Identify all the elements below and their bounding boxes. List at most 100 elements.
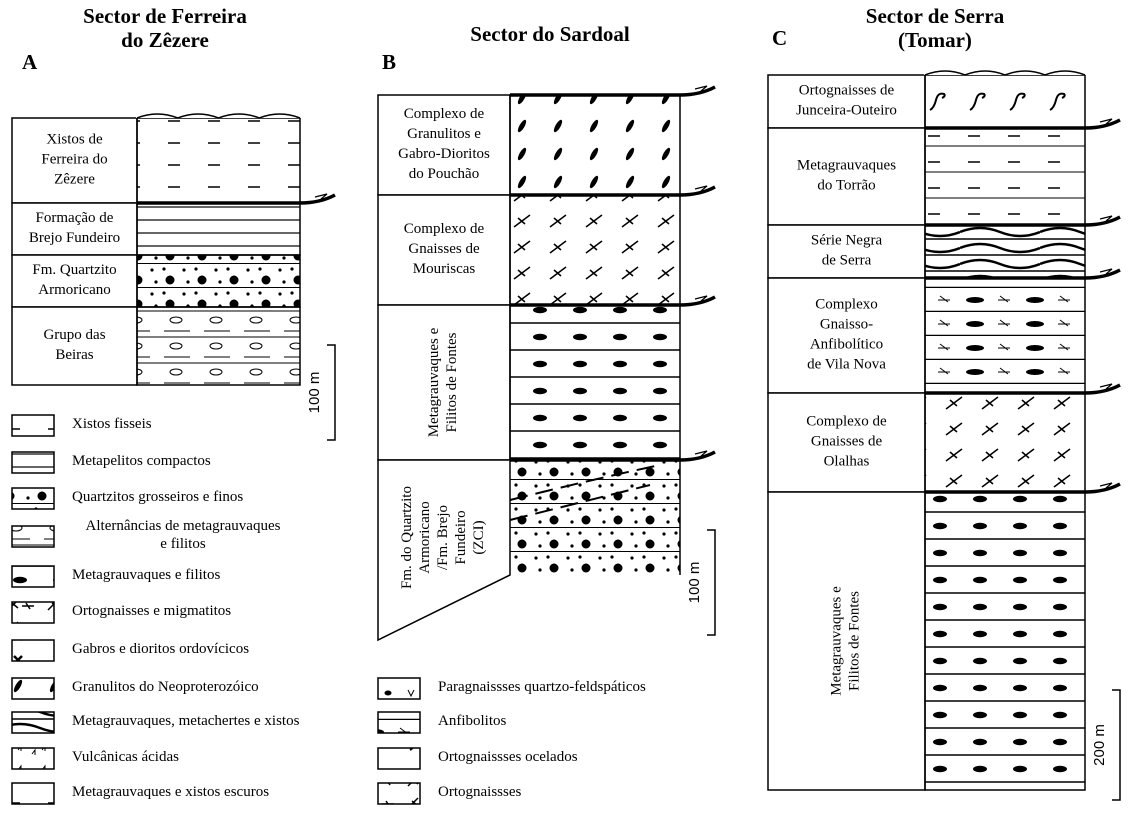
unit-label-line: Formação de	[36, 210, 114, 226]
legend-label: Xistos fisseis	[72, 416, 152, 432]
legend-label-line: Gabros e dioritos ordovícicos	[72, 641, 249, 657]
unit-label-line: Fm. do Quartzito	[399, 486, 415, 589]
legend-swatch	[378, 783, 420, 804]
legend-label-line: Metapelitos compactos	[72, 453, 211, 469]
column-letter: A	[22, 50, 38, 74]
unit-pattern	[137, 255, 300, 307]
legend-swatch	[12, 488, 54, 509]
unit-pattern	[510, 305, 680, 460]
legend-label-line: Ortognaissses	[438, 784, 521, 800]
thrust-fault	[510, 87, 715, 95]
unit-label-line: Armoricano	[38, 282, 110, 298]
unit-label-line: Gnaisses de	[408, 241, 480, 257]
unit-pattern	[137, 118, 300, 203]
legend-swatch	[378, 678, 420, 699]
legend-label-line: Alternâncias de metagrauvaques	[86, 518, 281, 534]
legend-label: Metapelitos compactos	[72, 453, 211, 469]
unit-label-line: Gnaisso-	[820, 317, 873, 333]
unit-pattern	[925, 225, 1085, 278]
legend-label-line: Xistos fisseis	[72, 416, 152, 432]
scale-label: 100 m	[306, 372, 323, 414]
legend-label-line: Quartzitos grosseiros e finos	[72, 489, 243, 505]
legend-swatch	[12, 452, 54, 473]
column-title-line: Sector de Serra	[866, 4, 1005, 28]
legend-swatch	[12, 640, 54, 661]
legend-swatch	[12, 526, 54, 547]
scale-bar	[327, 345, 335, 440]
legend-swatch	[12, 602, 54, 623]
unit-pattern	[510, 460, 680, 575]
legend-label: Alternâncias de metagrauvaques e filitos	[86, 518, 281, 552]
legend-label-line: Metagrauvaques e xistos escuros	[72, 784, 269, 800]
unit-pattern	[137, 307, 300, 385]
legend-label: Gabros e dioritos ordovícicos	[72, 641, 249, 657]
legend-label: Ortognaissses ocelados	[438, 749, 578, 765]
unit-label-line: Complexo	[815, 297, 878, 313]
unit-label-line: /Fm. Brejo	[435, 505, 451, 570]
legend-swatch	[12, 712, 54, 733]
unit-label-line: Complexo de	[806, 414, 887, 430]
legend-label-line: Vulcânicas ácidas	[72, 749, 179, 765]
legend-swatch	[12, 566, 54, 587]
legend-label: Paragnaissses quartzo-feldspáticos	[438, 679, 646, 695]
unit-label-box	[768, 128, 925, 225]
column-title-line: Sector do Sardoal	[470, 22, 630, 46]
unit-label-line: Ortognaisses de	[799, 83, 895, 99]
column-title-line: Sector de Ferreira	[83, 4, 247, 28]
legend-swatch	[12, 678, 54, 699]
figure: Sector de Ferreirado ZêzereAXistos deFer…	[0, 0, 1132, 818]
wave-mask	[924, 65, 1086, 75]
unit-label-line: Armoricano	[417, 501, 433, 573]
unit-label-line: Filitos de Fontes	[444, 332, 460, 432]
unit-pattern	[925, 393, 1085, 492]
legend-label-line: Paragnaissses quartzo-feldspáticos	[438, 679, 646, 695]
legend-label: Ortognaissses	[438, 784, 521, 800]
unit-label-line: Complexo de	[404, 106, 485, 122]
unit-label-line: Fm. Quartzito	[32, 262, 116, 278]
unit-label-line: Complexo de	[404, 221, 485, 237]
unit-label-line: de Vila Nova	[807, 357, 886, 373]
legend-label-line: Granulitos do Neoproterozóico	[72, 679, 259, 695]
legend-label-line: e filitos	[160, 536, 206, 552]
unit-pattern	[925, 128, 1085, 225]
legend-label-line: Metagrauvaques e filitos	[72, 567, 220, 583]
column-title: Sector do Sardoal	[470, 22, 630, 46]
unit-label-line: Junceira-Outeiro	[796, 103, 897, 119]
unit-label-line: Metagrauvaques	[797, 158, 896, 174]
unit-pattern	[925, 492, 1085, 790]
column-letter: C	[772, 26, 787, 50]
unit-label-line: Fundeiro	[453, 510, 469, 564]
unit-pattern	[137, 203, 300, 255]
unit-pattern	[510, 95, 680, 195]
scale-bar	[707, 530, 715, 635]
unit-label-line: Filitos de Fontes	[847, 591, 863, 691]
column-title: Sector de Serra(Tomar)	[866, 4, 1005, 52]
unit-label-line: Olalhas	[824, 454, 870, 470]
legend-swatch	[12, 748, 54, 769]
legend-label-line: Anfibolitos	[438, 713, 506, 729]
legend-label-line: Ortognaissses ocelados	[438, 749, 578, 765]
legend-label-line: Ortognaisses e migmatitos	[72, 603, 231, 619]
legend-swatch	[378, 712, 420, 733]
unit-label-line: Gabro-Dioritos	[398, 146, 490, 162]
unit-label-box	[768, 278, 925, 393]
scale-bar	[1112, 690, 1120, 800]
unit-label-line: Zêzere	[54, 172, 95, 188]
unit-pattern	[925, 278, 1085, 393]
legend-label: Quartzitos grosseiros e finos	[72, 489, 243, 505]
unit-label-box	[12, 307, 137, 385]
unit-label-line: Metagrauvaques e	[426, 327, 442, 437]
legend-swatch	[378, 748, 420, 769]
legend-label-line: Metagrauvaques, metachertes e xistos	[72, 713, 300, 729]
scale-label: 100 m	[686, 562, 703, 604]
unit-label-line: Mouriscas	[413, 261, 476, 277]
scale-label: 200 m	[1091, 724, 1108, 766]
unit-label-line: Série Negra	[811, 233, 883, 249]
legend-label: Ortognaisses e migmatitos	[72, 603, 231, 619]
unit-label-line: (ZCI)	[471, 520, 487, 554]
unit-pattern	[925, 75, 1085, 128]
column-title-line: do Zêzere	[121, 28, 209, 52]
legend-label: Anfibolitos	[438, 713, 506, 729]
unit-label: Complexo de Gnaisses de Mouriscas	[404, 221, 485, 277]
